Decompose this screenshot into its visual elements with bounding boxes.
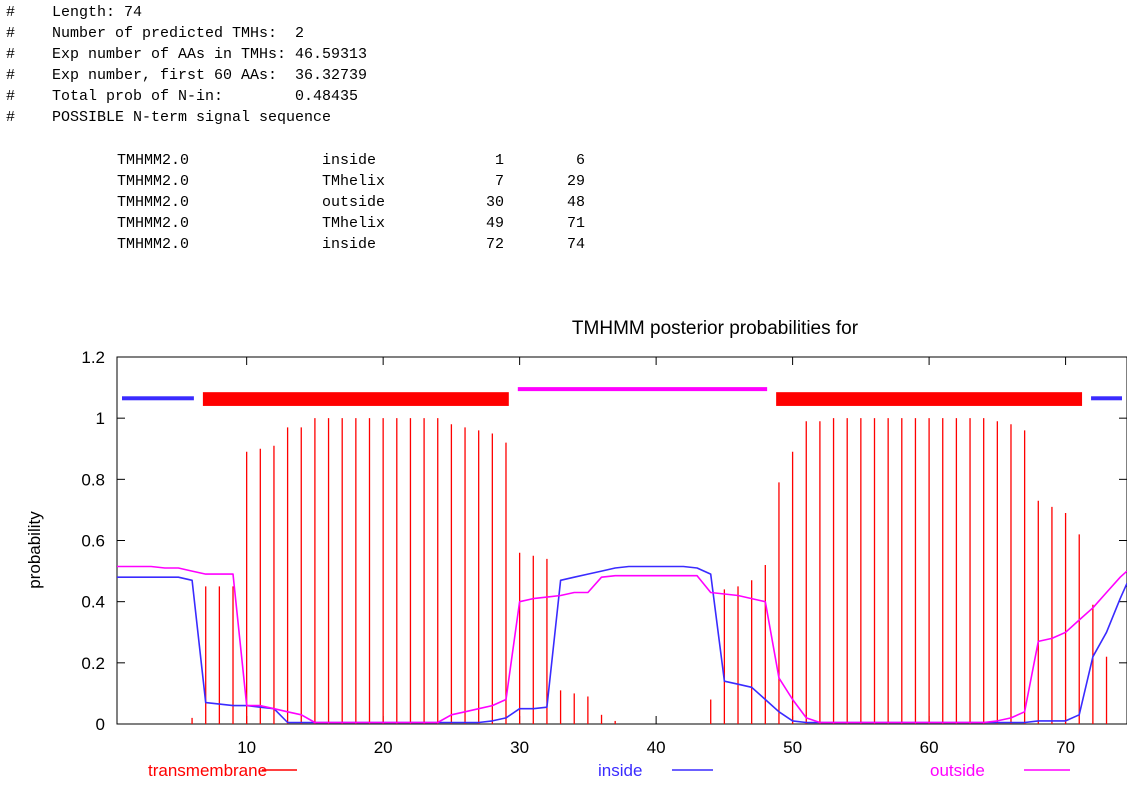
topology-cell-end: 29 — [566, 173, 585, 190]
topology-cell-region: TMhelix — [322, 173, 386, 190]
topology-cell-end: 6 — [575, 152, 585, 169]
topology-cell-source: TMHMM2.0 — [117, 236, 190, 253]
probability-lines — [117, 565, 1127, 724]
y-axis-label: probability — [25, 511, 44, 589]
comment-hash: # — [6, 25, 16, 42]
topology-cell-region: inside — [322, 152, 377, 169]
plot-frame — [116, 356, 1127, 725]
x-tick-label: 40 — [647, 738, 666, 757]
tmhelix-bar — [202, 392, 509, 406]
summary-text: Exp number of AAs in TMHs: 46.59313 — [52, 46, 368, 63]
comment-hash: # — [6, 67, 16, 84]
x-tick-label: 60 — [920, 738, 939, 757]
outside-bar — [517, 387, 768, 392]
comment-hash: # — [6, 109, 16, 126]
x-tick-label: 50 — [783, 738, 802, 757]
y-tick-label: 0.4 — [81, 593, 105, 612]
topology-cell-region: inside — [322, 236, 377, 253]
inside-bar — [1091, 396, 1122, 401]
topology-cell-region: outside — [322, 194, 386, 211]
topology-cell-source: TMHMM2.0 — [117, 194, 190, 211]
topology-cell-end: 48 — [566, 194, 585, 211]
topology-cell-region: TMhelix — [322, 215, 386, 232]
legend: transmembrane inside outside — [148, 761, 1070, 780]
topology-cell-source: TMHMM2.0 — [117, 173, 190, 190]
summary-text: Total prob of N-in: 0.48435 — [52, 88, 359, 105]
topology-cell-start: 1 — [494, 152, 504, 169]
legend-label-inside: inside — [598, 761, 642, 780]
legend-label-outside: outside — [930, 761, 985, 780]
summary-text: POSSIBLE N-term signal sequence — [52, 109, 332, 126]
topology-cell-start: 7 — [494, 173, 504, 190]
topology-cell-start: 49 — [485, 215, 504, 232]
topology-cell-start: 72 — [485, 236, 504, 253]
y-tick-label: 0.6 — [81, 532, 105, 551]
inside-bar — [122, 396, 194, 401]
chart-title: TMHMM posterior probabilities for — [572, 318, 859, 339]
y-tick-label: 0.2 — [81, 654, 105, 673]
tmhelix-bar — [776, 392, 1083, 406]
topology-cell-end: 71 — [566, 215, 585, 232]
inside-line — [117, 565, 1127, 724]
y-tick-label: 1.2 — [81, 348, 105, 367]
legend-label-transmembrane: transmembrane — [148, 761, 267, 780]
topology-cell-source: TMHMM2.0 — [117, 215, 190, 232]
summary-text: Exp number, first 60 AAs: 36.32739 — [52, 67, 368, 84]
y-tick-label: 0.8 — [81, 470, 105, 489]
topology-bars — [122, 387, 1122, 406]
plot-axes: 0 0.2 0.4 0.6 0.8 1 1.2 10 20 30 40 50 60 70 — [81, 348, 1127, 757]
x-tick-label: 30 — [510, 738, 529, 757]
outside-line — [117, 565, 1127, 724]
y-tick-label: 1 — [96, 409, 105, 428]
summary-text: Number of predicted TMHs: 2 — [52, 25, 305, 42]
x-tick-label: 10 — [237, 738, 256, 757]
topology-cell-start: 30 — [485, 194, 504, 211]
comment-hash: # — [6, 88, 16, 105]
topology-cell-end: 74 — [566, 236, 585, 253]
topology-cell-source: TMHMM2.0 — [117, 152, 190, 169]
comment-hash: # — [6, 46, 16, 63]
summary-text: Length: 74 — [52, 4, 143, 21]
transmembrane-impulses — [191, 418, 1108, 724]
x-tick-label: 20 — [374, 738, 393, 757]
y-tick-label: 0 — [96, 715, 105, 734]
comment-hash: # — [6, 4, 16, 21]
x-tick-label: 70 — [1056, 738, 1075, 757]
